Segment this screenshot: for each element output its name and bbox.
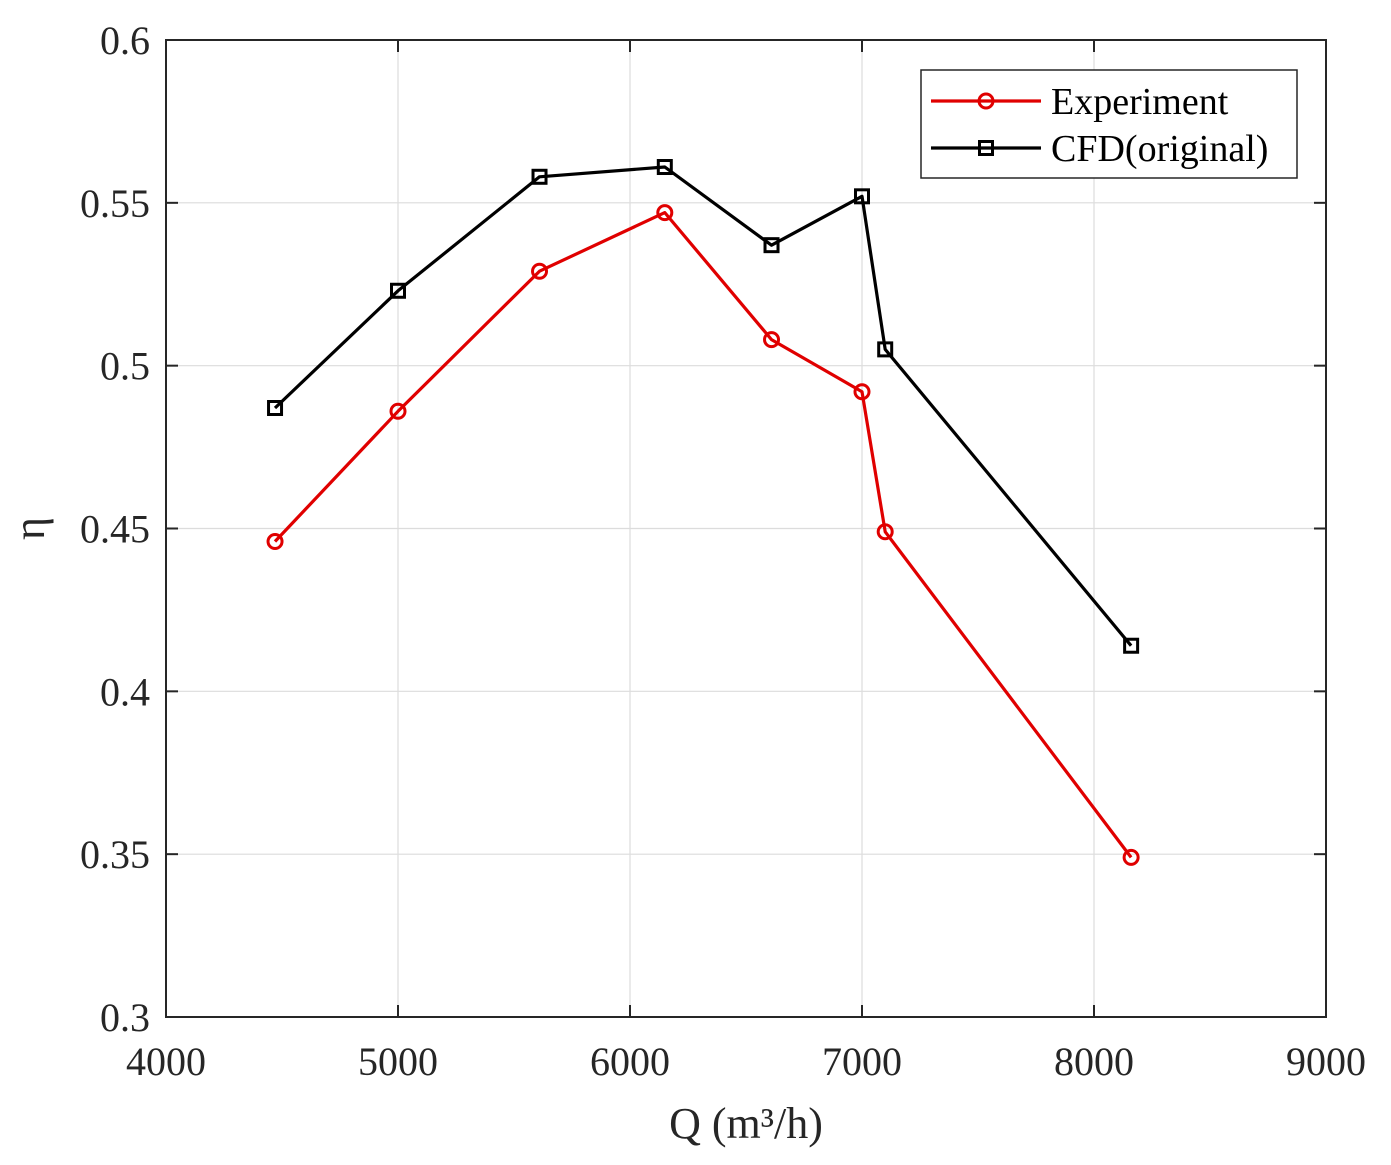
series-line xyxy=(273,211,1133,859)
x-tick-labels: 4000 5000 6000 7000 8000 9000 xyxy=(126,1039,1366,1084)
data-point xyxy=(854,188,870,205)
y-tick-label: 0.35 xyxy=(80,832,150,877)
legend-entry: Experiment xyxy=(931,81,1229,123)
data-point xyxy=(877,341,894,358)
legend: Experiment CFD(original) xyxy=(920,69,1298,179)
data-point xyxy=(656,159,673,176)
data-point xyxy=(531,168,548,185)
series-cfd-original xyxy=(267,159,1140,654)
y-tick-label: 0.45 xyxy=(80,507,150,552)
data-point xyxy=(853,383,871,401)
y-tick-label: 0.5 xyxy=(100,344,150,389)
y-axis-label: η xyxy=(5,517,54,540)
data-point xyxy=(1122,848,1140,866)
series-experiment xyxy=(266,204,1140,866)
data-point xyxy=(390,282,406,299)
y-tick-label: 0.4 xyxy=(100,669,150,714)
data-point xyxy=(763,237,780,254)
legend-swatch-marker xyxy=(978,140,994,156)
x-tick-label: 7000 xyxy=(822,1039,902,1084)
series-line xyxy=(273,165,1133,647)
y-tick-labels: 0.3 0.35 0.4 0.45 0.5 0.55 0.6 xyxy=(80,18,150,1040)
legend-swatch-marker xyxy=(977,92,995,110)
data-point xyxy=(763,331,781,349)
x-tick-label: 5000 xyxy=(358,1039,438,1084)
legend-entry: CFD(original) xyxy=(931,128,1268,170)
data-point xyxy=(266,533,284,551)
x-tick-label: 6000 xyxy=(590,1039,670,1084)
x-tick-label: 9000 xyxy=(1286,1039,1366,1084)
legend-label: Experiment xyxy=(1051,81,1229,123)
x-axis-label: Q (m³/h) xyxy=(669,1099,823,1148)
y-tick-label: 0.3 xyxy=(100,995,150,1040)
axis-ticks xyxy=(165,39,1327,1018)
data-point xyxy=(656,204,674,222)
data-point xyxy=(531,262,549,280)
x-tick-label: 8000 xyxy=(1054,1039,1134,1084)
legend-label: CFD(original) xyxy=(1051,128,1268,170)
x-tick-label: 4000 xyxy=(126,1039,206,1084)
data-point xyxy=(876,523,894,541)
y-tick-label: 0.55 xyxy=(80,181,150,226)
series-layer xyxy=(266,159,1140,866)
data-point xyxy=(389,402,407,420)
y-tick-label: 0.6 xyxy=(100,18,150,63)
legend-box xyxy=(920,69,1298,179)
data-point xyxy=(1123,637,1140,654)
data-point xyxy=(267,400,284,417)
